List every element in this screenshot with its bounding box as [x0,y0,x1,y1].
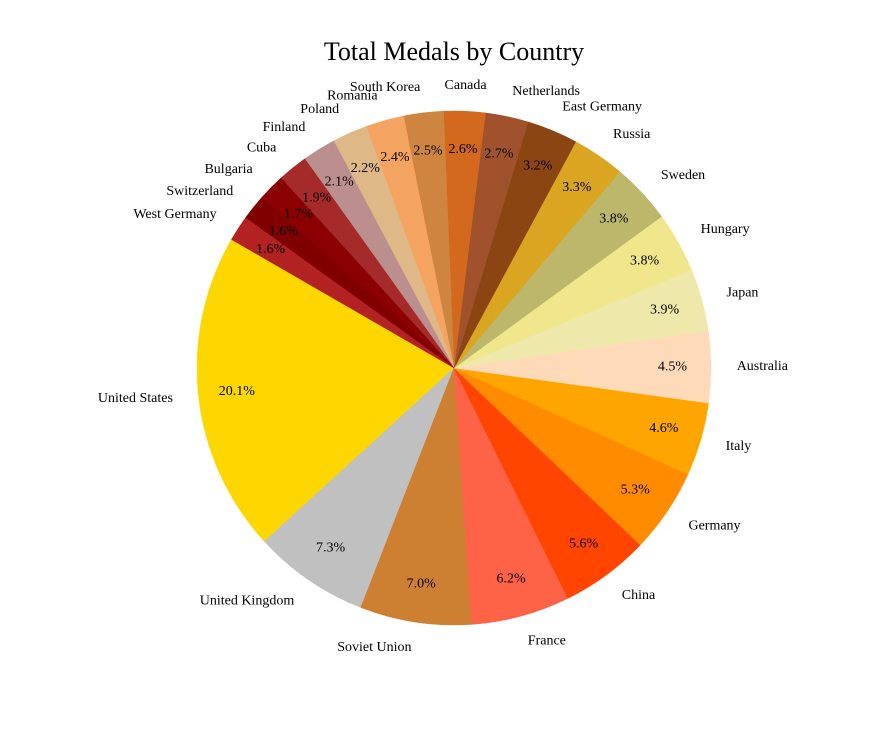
slice-label-poland: Poland [300,102,339,117]
slice-label-romania: Romania [327,88,378,103]
slice-percent-germany: 5.3% [621,483,651,498]
pie-slice-united-states [196,239,455,542]
slice-label-italy: Italy [726,439,752,454]
slice-percent-hungary: 3.8% [630,254,660,269]
slice-label-east-germany: East Germany [562,99,642,114]
slice-percent-cuba: 1.9% [302,191,332,206]
slice-label-france: France [528,633,566,648]
chart-title: Total Medals by Country [324,37,584,66]
slice-label-china: China [622,588,656,603]
slice-percent-australia: 4.5% [658,359,688,374]
slice-label-australia: Australia [737,359,789,374]
slice-percent-east-germany: 3.2% [523,159,553,174]
slice-label-south-korea: South Korea [350,80,421,95]
slice-label-canada: Canada [445,78,488,93]
slice-label-united-kingdom: United Kingdom [200,594,295,609]
slice-percent-bulgaria: 1.7% [284,207,314,222]
pie-slice-west-germany [231,217,455,369]
slice-percent-south-korea: 2.5% [413,144,443,159]
pie-slice-united-kingdom [263,367,455,608]
slice-percent-italy: 4.6% [649,421,679,436]
slice-label-sweden: Sweden [661,168,705,183]
slice-percent-finland: 2.1% [325,175,355,190]
slice-label-west-germany: West Germany [133,207,216,222]
slice-label-germany: Germany [688,518,740,533]
slice-percent-poland: 2.2% [351,161,381,176]
slice-label-cuba: Cuba [247,141,277,156]
slice-percent-switzerland: 1.6% [269,224,299,239]
slice-label-soviet-union: Soviet Union [337,640,411,655]
slice-percent-romania: 2.4% [380,150,410,165]
pie-labels: United States 20.1% United Kingdom 7.3% Sovi… [98,78,789,655]
slice-label-switzerland: Switzerland [166,184,233,199]
pie-slices [196,110,712,626]
slice-label-netherlands: Netherlands [512,84,580,99]
pie-slice-soviet-union [360,367,473,626]
slice-percent-france: 6.2% [496,571,526,586]
slice-label-russia: Russia [613,127,651,142]
slice-label-hungary: Hungary [701,222,750,237]
slice-percent-united-kingdom: 7.3% [316,541,346,556]
slice-percent-soviet-union: 7.0% [407,576,437,591]
slice-label-bulgaria: Bulgaria [204,162,253,177]
slice-percent-japan: 3.9% [650,302,680,317]
slice-percent-west-germany: 1.6% [256,242,286,257]
slice-label-japan: Japan [727,285,759,300]
slice-percent-china: 5.6% [569,536,599,551]
slice-percent-united-states: 20.1% [219,384,256,399]
slice-percent-russia: 3.3% [562,180,592,195]
slice-label-united-states: United States [98,391,173,406]
slice-percent-sweden: 3.8% [599,212,629,227]
slice-label-finland: Finland [263,120,306,135]
slice-percent-netherlands: 2.7% [484,147,514,162]
slice-percent-canada: 2.6% [448,142,478,157]
